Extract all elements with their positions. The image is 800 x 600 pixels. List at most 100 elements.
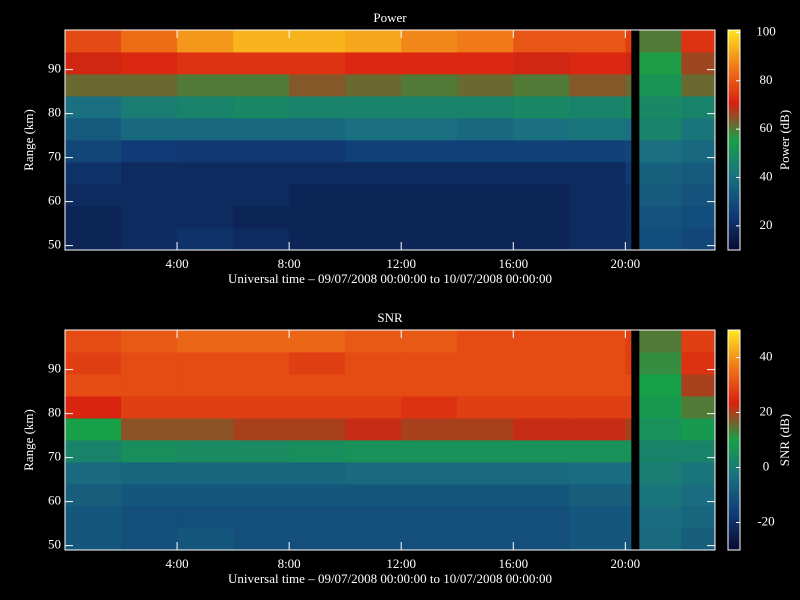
heatmap-cell (177, 162, 234, 185)
heatmap-cell (345, 396, 402, 419)
y-tick-label: 50 (48, 537, 61, 552)
heatmap-cell (513, 184, 570, 207)
plot-frame (64, 29, 716, 251)
heatmap-cell (569, 352, 626, 375)
heatmap-cell (345, 206, 402, 229)
heatmap-cell (681, 528, 716, 551)
heatmap-cell (289, 30, 346, 53)
heatmap-cell (177, 74, 234, 97)
heatmap-cell (177, 140, 234, 163)
heatmap-cell (401, 206, 458, 229)
colorbar (727, 329, 741, 551)
heatmap-cell (121, 484, 178, 507)
heatmap-cell (121, 418, 178, 441)
heatmap-cell (233, 396, 290, 419)
heatmap-cell (569, 96, 626, 119)
heatmap-cell (681, 118, 716, 141)
heatmap-cell (401, 162, 458, 185)
heatmap-cell (65, 74, 122, 97)
x-tick-label: 4:00 (166, 256, 189, 271)
heatmap-cell (233, 374, 290, 397)
heatmap-cell (65, 528, 122, 551)
heatmap-cell (177, 206, 234, 229)
heatmap-cell (177, 30, 234, 53)
heatmap-cell (639, 30, 682, 53)
heatmap-cell (457, 330, 514, 353)
heatmap-cell (233, 184, 290, 207)
heatmap-cell (233, 74, 290, 97)
heatmap-cell (345, 140, 402, 163)
heatmap-cell (625, 74, 632, 97)
heatmap-cell (625, 330, 632, 353)
x-tick-label: 12:00 (386, 256, 416, 271)
heatmap-cell (121, 528, 178, 551)
heatmap-cell (401, 484, 458, 507)
heatmap-cell (569, 52, 626, 75)
x-axis-label: Universal time – 09/07/2008 00:00:00 to … (228, 271, 552, 286)
heatmap-cell (65, 484, 122, 507)
heatmap-cell (625, 528, 632, 551)
colorbar-tick-label: 20 (760, 403, 773, 418)
heatmap-cell (681, 140, 716, 163)
heatmap-cell (513, 52, 570, 75)
heatmap-cell (177, 96, 234, 119)
heatmap-cell (121, 374, 178, 397)
heatmap-cell (401, 396, 458, 419)
heatmap-cell (625, 462, 632, 485)
heatmap-cell (625, 96, 632, 119)
heatmap-cell (345, 184, 402, 207)
heatmap-cell (457, 30, 514, 53)
heatmap-cell (121, 184, 178, 207)
heatmap-cell (65, 374, 122, 397)
heatmap-cell (233, 330, 290, 353)
heatmap-cell (639, 396, 682, 419)
heatmap-cell (233, 228, 290, 251)
heatmap-cell (289, 228, 346, 251)
heatmap-cell (625, 352, 632, 375)
colorbar-tick-label: -20 (757, 513, 774, 528)
heatmap-cell (457, 228, 514, 251)
heatmap-cell (457, 484, 514, 507)
heatmap-cell (513, 140, 570, 163)
colorbar (727, 29, 741, 251)
heatmap-cell (401, 140, 458, 163)
heatmap-cell (289, 118, 346, 141)
heatmap-cell (639, 206, 682, 229)
heatmap-cell (639, 118, 682, 141)
heatmap-cell (121, 30, 178, 53)
heatmap-cell (457, 528, 514, 551)
heatmap-cell (513, 162, 570, 185)
heatmap-cell (289, 52, 346, 75)
heatmap-cell (233, 484, 290, 507)
heatmap-cell (121, 462, 178, 485)
heatmap-cell (65, 30, 122, 53)
heatmap-cell (233, 352, 290, 375)
heatmap-cell (681, 396, 716, 419)
heatmap-cell (457, 162, 514, 185)
heatmap-cell (121, 118, 178, 141)
heatmap-cell (639, 162, 682, 185)
heatmap-cell (345, 118, 402, 141)
heatmap-cell (639, 374, 682, 397)
heatmap-cell (513, 228, 570, 251)
heatmap-cell (401, 440, 458, 463)
heatmap-cell (65, 52, 122, 75)
heatmap-cell (177, 118, 234, 141)
heatmap-cell (65, 506, 122, 529)
x-tick-label: 16:00 (498, 256, 528, 271)
y-tick-label: 70 (48, 149, 61, 164)
heatmap-cell (639, 74, 682, 97)
heatmap-cell (401, 352, 458, 375)
heatmap-cell (121, 352, 178, 375)
heatmap-cell (569, 418, 626, 441)
heatmap-cell (639, 96, 682, 119)
heatmap-cell (233, 462, 290, 485)
x-tick-label: 20:00 (611, 556, 641, 571)
heatmap-cell (625, 396, 632, 419)
heatmap-cell (233, 506, 290, 529)
heatmap-cell (401, 506, 458, 529)
heatmap-cell (121, 140, 178, 163)
heatmap-cell (625, 374, 632, 397)
heatmap-cell (121, 206, 178, 229)
heatmap-cell (457, 74, 514, 97)
